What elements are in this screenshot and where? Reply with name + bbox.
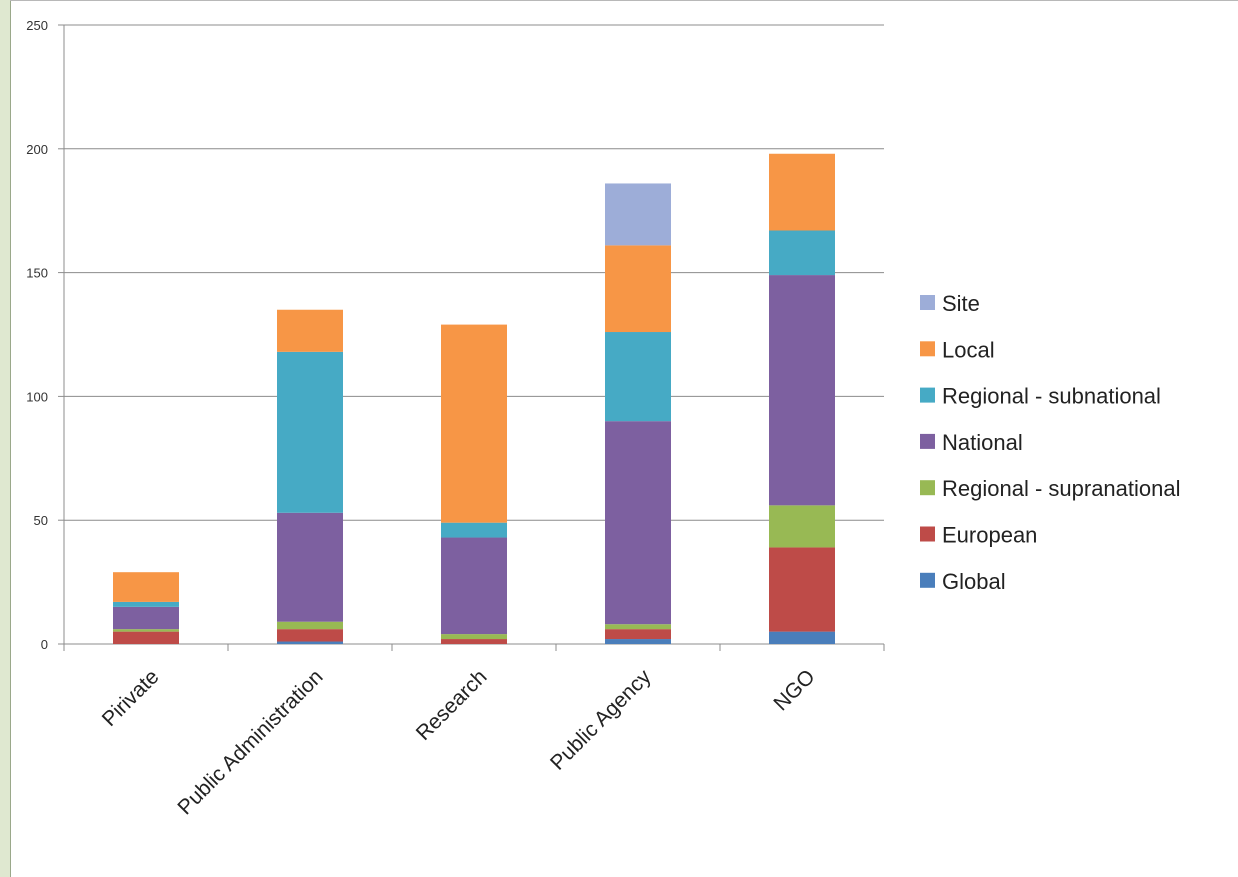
y-tick-label: 100 — [26, 389, 48, 404]
bar-segment-national — [113, 606, 179, 630]
legend-label: Regional - subnational — [942, 384, 1161, 409]
y-tick-label: 50 — [34, 513, 48, 528]
bar-segment-european — [113, 631, 179, 644]
legend-swatch — [920, 526, 935, 542]
legend-swatch — [920, 572, 935, 588]
x-category-labels: Pirivate Public Administration Research Pub… — [98, 665, 820, 819]
x-category-label: Pirivate — [98, 665, 164, 731]
bar-segment-global — [769, 631, 835, 644]
bar-segment-regional-subnational — [769, 230, 835, 276]
legend-label: European — [942, 523, 1037, 548]
bar-segment-european — [441, 639, 507, 644]
bar-segment-local — [769, 153, 835, 231]
bar-segment-local — [605, 245, 671, 333]
bar-segment-national — [441, 537, 507, 635]
bar-segment-global — [605, 639, 671, 644]
bar-segment-european — [277, 629, 343, 642]
legend-swatch — [920, 295, 935, 310]
legend-swatch — [920, 387, 935, 403]
y-tick-label: 250 — [26, 18, 48, 33]
bar-segment-regional-supranational — [277, 621, 343, 630]
legend-label: National — [942, 430, 1023, 455]
bars — [113, 153, 835, 644]
x-category-label: Public Administration — [173, 665, 327, 819]
bar-segment-regional-subnational — [113, 601, 179, 607]
chart-top-border — [10, 0, 1238, 1]
bar-segment-regional-subnational — [605, 332, 671, 422]
bar-segment-european — [605, 629, 671, 640]
bar-segment-national — [769, 275, 835, 506]
legend-label: Site — [942, 291, 980, 316]
bar-segment-european — [769, 547, 835, 632]
legend-label: Regional - supranational — [942, 476, 1181, 501]
legend-label: Local — [942, 337, 995, 362]
y-tick-labels: 0 50 100 150 200 250 — [26, 18, 48, 652]
x-category-label: Research — [412, 665, 492, 745]
y-tick-label: 200 — [26, 142, 48, 157]
bar-segment-site — [605, 183, 671, 246]
bar-segment-regional-subnational — [277, 351, 343, 513]
bar-segment-national — [605, 421, 671, 625]
legend-swatch — [920, 341, 935, 357]
legend: Site Local Regional - subnational National R… — [920, 291, 1181, 594]
bar-segment-regional-supranational — [769, 505, 835, 548]
legend-swatch — [920, 480, 935, 496]
bar-segment-regional-subnational — [441, 522, 507, 538]
x-category-label: NGO — [769, 665, 819, 715]
bar-segment-local — [277, 309, 343, 352]
bar-segment-local — [113, 572, 179, 602]
bar-segment-global — [277, 641, 343, 644]
bar-segment-regional-supranational — [605, 624, 671, 630]
window-left-strip — [0, 0, 11, 877]
bar-segment-regional-supranational — [441, 634, 507, 640]
legend-label: Global — [942, 569, 1006, 594]
legend-swatch — [920, 433, 935, 449]
bar-segment-local — [441, 324, 507, 523]
y-tick-label: 150 — [26, 266, 48, 281]
bar-segment-regional-supranational — [113, 629, 179, 632]
bar-segment-national — [277, 512, 343, 622]
x-category-label: Public Agency — [546, 665, 656, 775]
y-tick-label: 0 — [41, 637, 48, 652]
